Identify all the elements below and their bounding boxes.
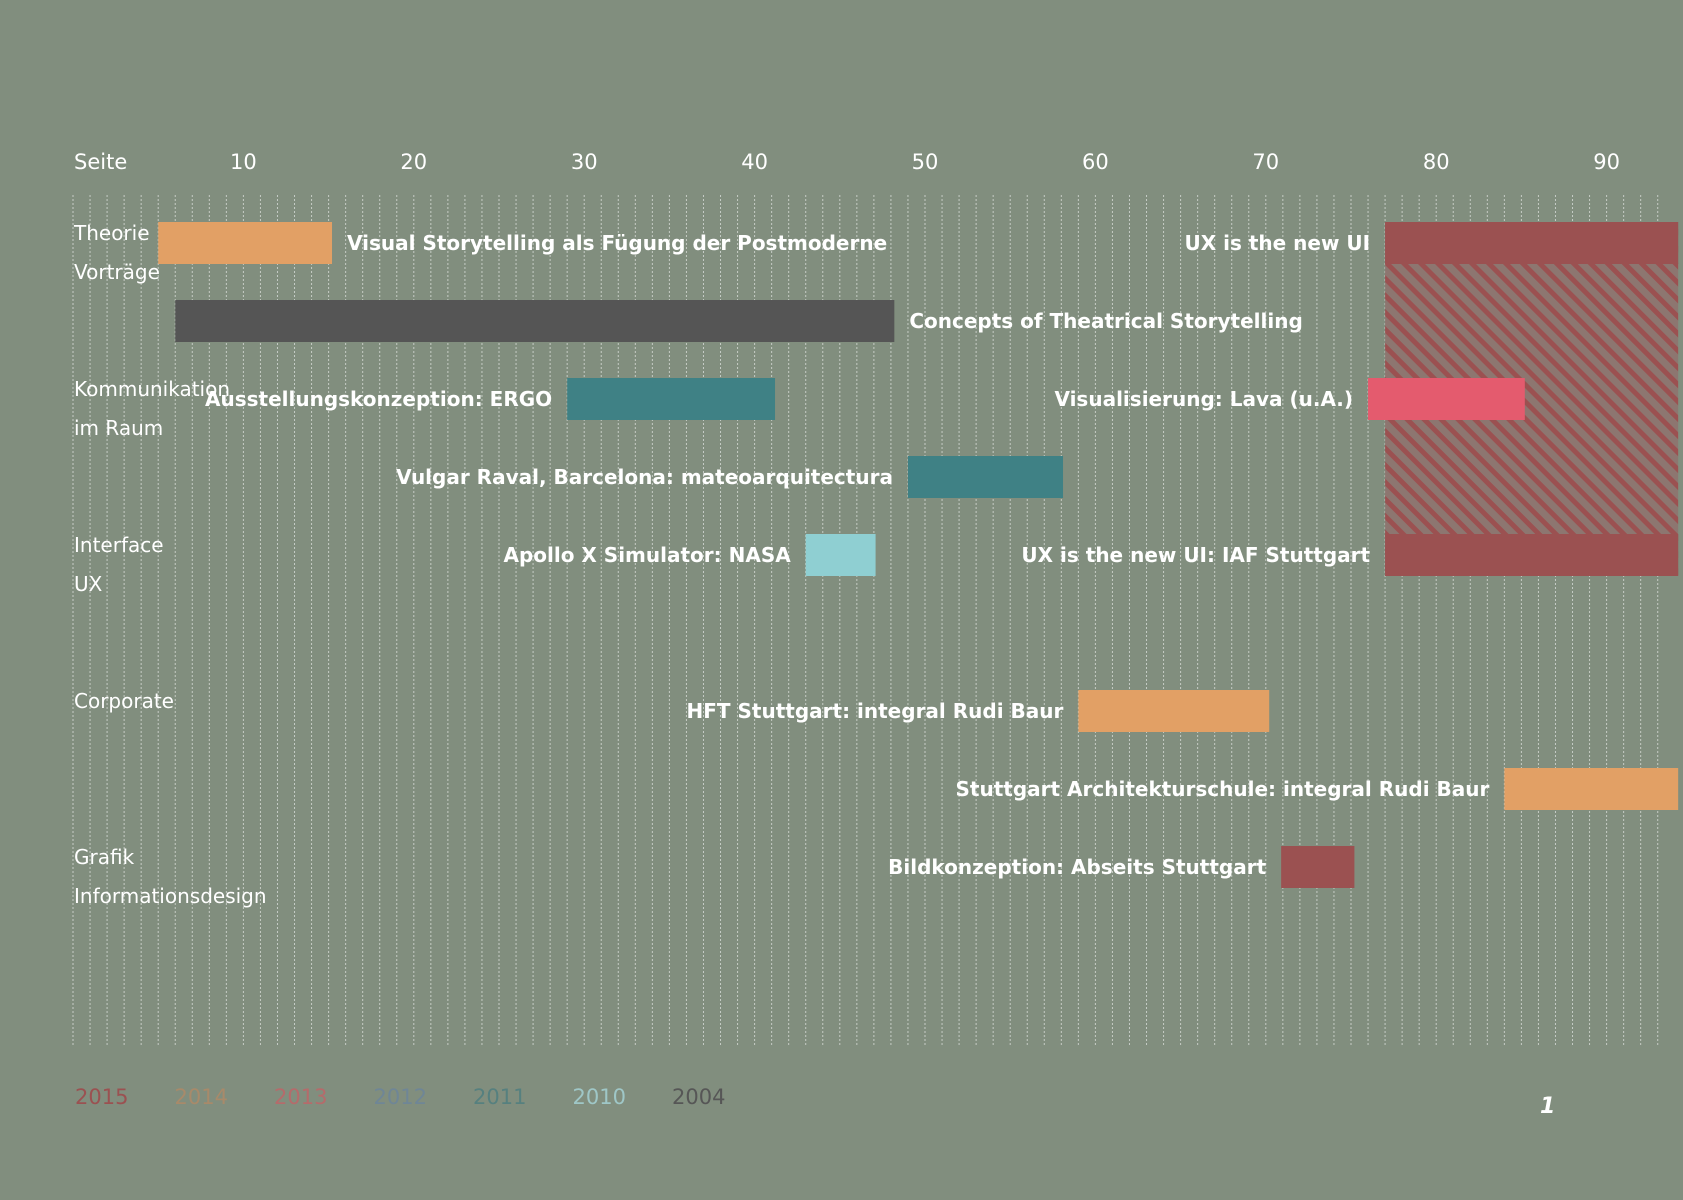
timeline-bar[interactable]: [1281, 846, 1355, 888]
category-label: im Raum: [74, 416, 163, 440]
tick-label: 20: [400, 150, 427, 174]
timeline-bar[interactable]: [1385, 222, 1679, 264]
legend-year-label: 2010: [573, 1085, 626, 1109]
legend-year-label: 2013: [274, 1085, 327, 1109]
tick-label: 40: [741, 150, 768, 174]
bar-label: HFT Stuttgart: integral Rudi Baur: [687, 699, 1064, 723]
category-label: Vorträge: [74, 260, 160, 284]
bar-label: Stuttgart Architekturschule: integral Ru…: [956, 777, 1490, 801]
category-label: Theorie: [73, 221, 150, 245]
category-label: UX: [74, 572, 103, 596]
category-label: Interface: [74, 533, 164, 557]
bar-label: Vulgar Raval, Barcelona: mateoarquitectu…: [396, 465, 893, 489]
category-label: Grafik: [74, 845, 135, 869]
tick-label: 90: [1593, 150, 1620, 174]
timeline-bar[interactable]: [1368, 378, 1525, 420]
bar-label: Ausstellungskonzeption: ERGO: [205, 387, 552, 411]
tick-label: 50: [912, 150, 939, 174]
category-label: Corporate: [74, 689, 174, 713]
bar-label: Visualisierung: Lava (u.A.): [1054, 387, 1353, 411]
legend-year-label: 2004: [672, 1085, 725, 1109]
timeline-bar[interactable]: [907, 456, 1064, 498]
timeline-bar[interactable]: [1385, 534, 1679, 576]
timeline-bar[interactable]: [158, 222, 333, 264]
tick-label: 70: [1252, 150, 1279, 174]
bar-label: Apollo X Simulator: NASA: [503, 543, 791, 567]
timeline-bar[interactable]: [175, 300, 895, 342]
axis-label: Seite: [74, 150, 127, 174]
legend-year-label: 2015: [75, 1085, 128, 1109]
tick-label: 80: [1423, 150, 1450, 174]
legend-year-label: 2012: [374, 1085, 427, 1109]
timeline-bar[interactable]: [567, 378, 776, 420]
bar-label: Concepts of Theatrical Storytelling: [909, 309, 1302, 333]
timeline-bar[interactable]: [1078, 690, 1270, 732]
bar-label: Bildkonzeption: Abseits Stuttgart: [888, 855, 1266, 879]
bar-label: UX is the new UI: [1184, 231, 1370, 255]
category-label: Kommunikation: [74, 377, 230, 401]
tick-label: 30: [571, 150, 598, 174]
legend-year-label: 2014: [175, 1085, 228, 1109]
tick-label: 60: [1082, 150, 1109, 174]
legend-year-label: 2011: [473, 1085, 526, 1109]
page-number: 1: [1540, 1094, 1556, 1119]
bar-label: UX is the new UI: IAF Stuttgart: [1021, 543, 1370, 567]
tick-label: 10: [230, 150, 257, 174]
bar-label: Visual Storytelling als Fügung der Postm…: [347, 231, 887, 255]
category-label: Informationsdesign: [74, 884, 267, 908]
timeline-bar[interactable]: [1504, 768, 1679, 810]
timeline-bar[interactable]: [805, 534, 876, 576]
